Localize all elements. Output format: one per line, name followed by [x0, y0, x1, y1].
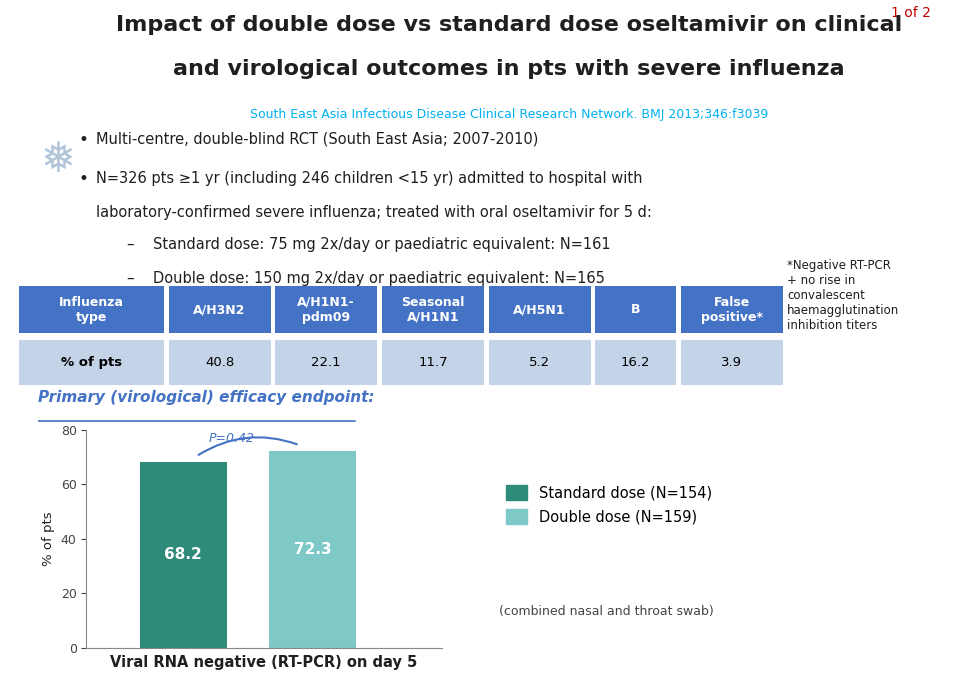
Text: False
positive*: False positive*	[701, 296, 762, 324]
Text: Double dose: 150 mg 2x/day or paediatric equivalent: N=165: Double dose: 150 mg 2x/day or paediatric…	[154, 271, 605, 286]
Text: •: •	[78, 131, 88, 149]
Text: South East Asia Infectious Disease Clinical Research Network. BMJ 2013;346:f3039: South East Asia Infectious Disease Clini…	[250, 108, 768, 121]
Bar	[19, 340, 164, 385]
Bar	[382, 286, 484, 333]
Text: 11.7: 11.7	[419, 355, 447, 369]
Text: ❅: ❅	[40, 139, 75, 181]
Text: –: –	[127, 271, 134, 286]
Text: Standard dose: 75 mg 2x/day or paediatric equivalent: N=161: Standard dose: 75 mg 2x/day or paediatri…	[154, 237, 611, 252]
Bar	[169, 286, 271, 333]
Text: Primary (virological) efficacy endpoint:: Primary (virological) efficacy endpoint:	[38, 390, 375, 405]
Bar	[169, 340, 271, 385]
Text: % of pts: % of pts	[61, 355, 122, 369]
Text: –: –	[127, 237, 134, 252]
Text: 22.1: 22.1	[311, 355, 341, 369]
Bar	[681, 286, 782, 333]
Text: 68.2: 68.2	[164, 548, 203, 563]
Bar	[681, 340, 782, 385]
Text: Impact of double dose vs standard dose oseltamivir on clinical: Impact of double dose vs standard dose o…	[115, 15, 902, 35]
Text: A/H5N1: A/H5N1	[514, 303, 565, 316]
Bar	[139, 462, 227, 648]
Text: A/H3N2: A/H3N2	[193, 303, 246, 316]
Text: P=0.42: P=0.42	[209, 432, 255, 445]
Bar	[382, 340, 484, 385]
Text: 1 of 2: 1 of 2	[891, 6, 931, 20]
Bar	[595, 286, 676, 333]
Legend: Standard dose (N=154), Double dose (N=159): Standard dose (N=154), Double dose (N=15…	[507, 485, 711, 524]
Text: 72.3: 72.3	[294, 542, 331, 557]
Text: 3.9: 3.9	[721, 355, 742, 369]
Text: (combined nasal and throat swab): (combined nasal and throat swab)	[499, 605, 714, 618]
Text: •: •	[78, 170, 88, 188]
Text: Influenza
type: Influenza type	[60, 296, 124, 324]
Text: 40.8: 40.8	[204, 355, 234, 369]
Text: B: B	[631, 303, 640, 316]
Bar	[489, 286, 590, 333]
Text: 16.2: 16.2	[621, 355, 650, 369]
Text: *Negative RT-PCR
+ no rise in
convalescent
haemagglutination
inhibition titers: *Negative RT-PCR + no rise in convalesce…	[787, 259, 900, 332]
Text: N=326 pts ≥1 yr (including 246 children <15 yr) admitted to hospital with: N=326 pts ≥1 yr (including 246 children …	[96, 170, 642, 186]
Bar	[489, 340, 590, 385]
Bar	[595, 340, 676, 385]
Text: laboratory-confirmed severe influenza; treated with oral oseltamivir for 5 d:: laboratory-confirmed severe influenza; t…	[96, 205, 652, 220]
Bar	[276, 340, 377, 385]
Text: Seasonal
A/H1N1: Seasonal A/H1N1	[401, 296, 465, 324]
Text: and virological outcomes in pts with severe influenza: and virological outcomes in pts with sev…	[173, 59, 845, 79]
Text: Multi-centre, double-blind RCT (South East Asia; 2007-2010): Multi-centre, double-blind RCT (South Ea…	[96, 131, 539, 146]
X-axis label: Viral RNA negative (RT-PCR) on day 5: Viral RNA negative (RT-PCR) on day 5	[110, 655, 418, 670]
Text: A/H1N1-
pdm09: A/H1N1- pdm09	[298, 296, 355, 324]
Y-axis label: % of pts: % of pts	[42, 512, 55, 566]
Text: 5.2: 5.2	[529, 355, 550, 369]
Bar	[269, 451, 356, 648]
Bar	[19, 286, 164, 333]
Bar	[276, 286, 377, 333]
